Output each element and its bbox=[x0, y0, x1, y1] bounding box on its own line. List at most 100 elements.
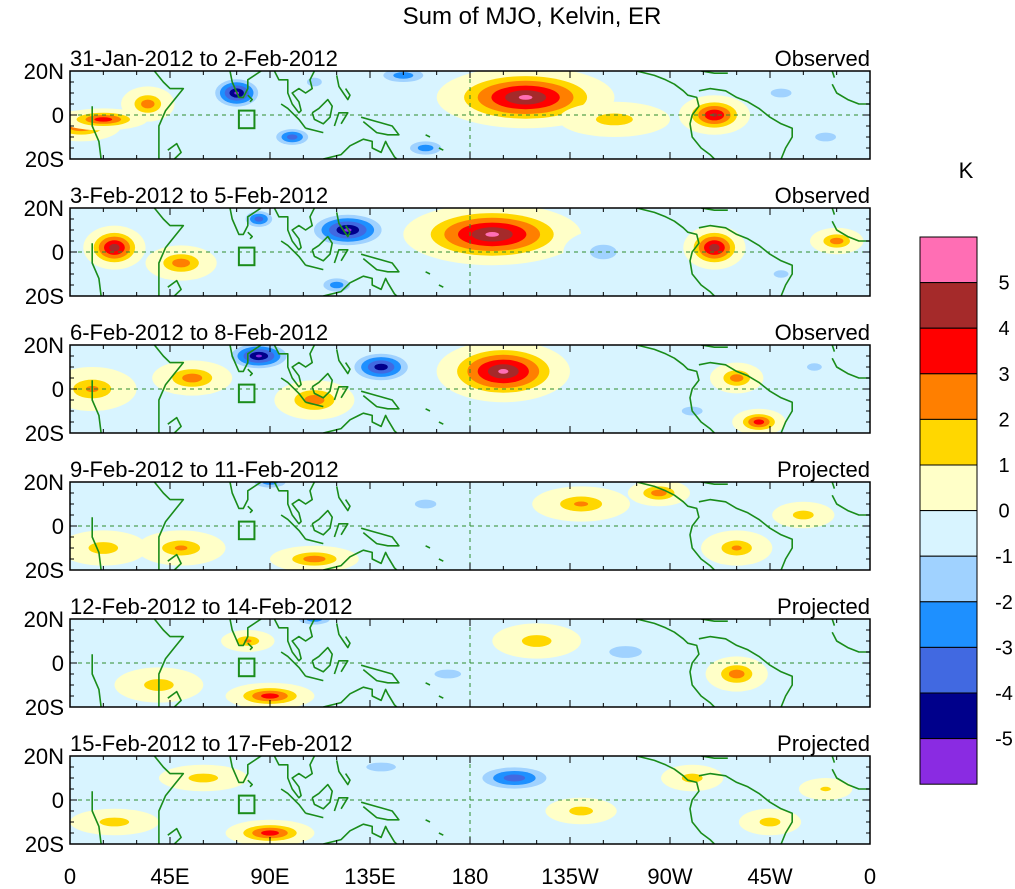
panel-dates: 12-Feb-2012 to 14-Feb-2012 bbox=[70, 594, 353, 619]
anomaly-contour bbox=[815, 132, 836, 142]
anomaly-contour bbox=[792, 510, 814, 520]
anomaly-contour bbox=[94, 117, 113, 122]
coastline bbox=[91, 756, 870, 844]
panel-dates: 3-Feb-2012 to 5-Feb-2012 bbox=[70, 183, 328, 208]
region-box bbox=[237, 520, 256, 541]
colorbar-units: K bbox=[959, 158, 974, 183]
figure-title: Sum of MJO, Kelvin, ER bbox=[403, 3, 662, 30]
anomaly-contour bbox=[172, 258, 190, 268]
anomaly-contour bbox=[807, 363, 822, 371]
anomaly-contour bbox=[709, 243, 720, 252]
lat-label: 0 bbox=[52, 651, 64, 676]
lat-label: 0 bbox=[52, 788, 64, 813]
anomaly-contour bbox=[731, 545, 742, 551]
anomaly-contour bbox=[303, 555, 326, 563]
anomaly-contour bbox=[770, 88, 792, 98]
anomaly-contour bbox=[88, 542, 119, 554]
anomaly-contour bbox=[109, 243, 120, 252]
lon-label: 180 bbox=[452, 864, 489, 889]
coastline bbox=[91, 482, 870, 570]
panel-status: Projected bbox=[777, 457, 870, 482]
lat-label: 0 bbox=[52, 240, 64, 265]
colorbar-label: -5 bbox=[995, 729, 1013, 751]
colorbar-swatch bbox=[919, 236, 978, 284]
anomaly-contour bbox=[182, 373, 203, 383]
map-panel: 3-Feb-2012 to 5-Feb-2012 Observed 20N 0 20S bbox=[24, 183, 871, 309]
map-field bbox=[70, 71, 870, 159]
anomaly-contour bbox=[651, 489, 667, 497]
map-field bbox=[70, 208, 870, 296]
anomaly-contour bbox=[773, 270, 789, 278]
lat-label: 20S bbox=[25, 558, 64, 583]
coastline bbox=[91, 71, 870, 159]
region-box bbox=[237, 657, 256, 678]
anomaly-contour bbox=[141, 99, 155, 109]
lat-label: 0 bbox=[52, 377, 64, 402]
colorbar-swatch bbox=[919, 692, 978, 740]
colorbar-label: 2 bbox=[998, 409, 1009, 431]
anomaly-contour bbox=[485, 232, 500, 237]
map-panel: 31-Jan-2012 to 2-Feb-2012 Observed 20N 0 20S bbox=[24, 46, 871, 172]
anomaly-contour bbox=[498, 369, 509, 374]
anomaly-contour bbox=[307, 77, 322, 87]
colorbar-label: 3 bbox=[998, 364, 1009, 386]
panel-status: Projected bbox=[777, 594, 870, 619]
lon-label: 45W bbox=[747, 864, 792, 889]
anomaly-contour bbox=[574, 501, 589, 507]
coastline bbox=[91, 345, 870, 433]
lat-label: 20S bbox=[25, 695, 64, 720]
colorbar-label: -4 bbox=[995, 683, 1013, 705]
anomaly-contour bbox=[759, 817, 781, 827]
colorbar-label: -2 bbox=[995, 592, 1013, 614]
lat-label: 20S bbox=[25, 832, 64, 857]
map-field bbox=[70, 619, 870, 707]
panel-status: Observed bbox=[775, 183, 870, 208]
colorbar-label: 1 bbox=[998, 455, 1009, 477]
map-panel: 6-Feb-2012 to 8-Feb-2012 Observed 20N 0 20S bbox=[24, 320, 871, 446]
anomaly-contour bbox=[728, 669, 745, 679]
anomaly-contour bbox=[569, 806, 593, 816]
colorbar: K 5 4 3 2 1 0 -1 -2 -3 -4 -5 bbox=[919, 158, 1013, 785]
coastline bbox=[91, 619, 870, 707]
region-box bbox=[237, 383, 256, 404]
lat-label: 20S bbox=[25, 421, 64, 446]
panel-status: Observed bbox=[775, 320, 870, 345]
anomaly-contour bbox=[787, 635, 819, 647]
colorbar-swatch bbox=[919, 327, 978, 375]
lon-label: 0 bbox=[864, 864, 876, 889]
region-box bbox=[237, 246, 256, 267]
colorbar-swatch bbox=[919, 418, 978, 466]
anomaly-contour bbox=[286, 134, 298, 140]
anomaly-contour bbox=[434, 669, 462, 679]
anomaly-contour bbox=[261, 693, 279, 699]
panel-status: Projected bbox=[777, 731, 870, 756]
anomaly-contour bbox=[521, 635, 552, 647]
anomaly-contour bbox=[261, 830, 279, 836]
anomaly-contour bbox=[595, 113, 633, 126]
anomaly-contour bbox=[174, 545, 188, 551]
lat-label: 20N bbox=[24, 744, 64, 769]
colorbar-swatch bbox=[919, 601, 978, 648]
anomaly-contour bbox=[393, 72, 414, 79]
anomaly-contour bbox=[417, 144, 434, 152]
panel-dates: 9-Feb-2012 to 11-Feb-2012 bbox=[70, 457, 339, 482]
panel-dates: 31-Jan-2012 to 2-Feb-2012 bbox=[70, 46, 338, 71]
anomaly-contour bbox=[753, 419, 765, 425]
region-box bbox=[237, 794, 256, 815]
colorbar-swatch bbox=[919, 464, 978, 512]
lat-label: 20S bbox=[25, 284, 64, 309]
colorbar-swatch bbox=[919, 282, 978, 329]
region-box bbox=[237, 109, 256, 130]
lat-label: 0 bbox=[52, 514, 64, 539]
lat-label: 20N bbox=[24, 196, 64, 221]
lon-label: 0 bbox=[64, 864, 76, 889]
anomaly-contour bbox=[503, 774, 526, 782]
anomaly-contour bbox=[590, 244, 617, 260]
map-panel: 15-Feb-2012 to 17-Feb-2012 Projected 20N 0 2… bbox=[24, 731, 871, 857]
colorbar-swatch bbox=[919, 373, 978, 420]
colorbar-label: -3 bbox=[995, 637, 1013, 659]
anomaly-contour bbox=[518, 95, 533, 100]
lat-label: 0 bbox=[52, 103, 64, 128]
anomaly-contour bbox=[730, 374, 744, 382]
map-field bbox=[70, 345, 870, 433]
